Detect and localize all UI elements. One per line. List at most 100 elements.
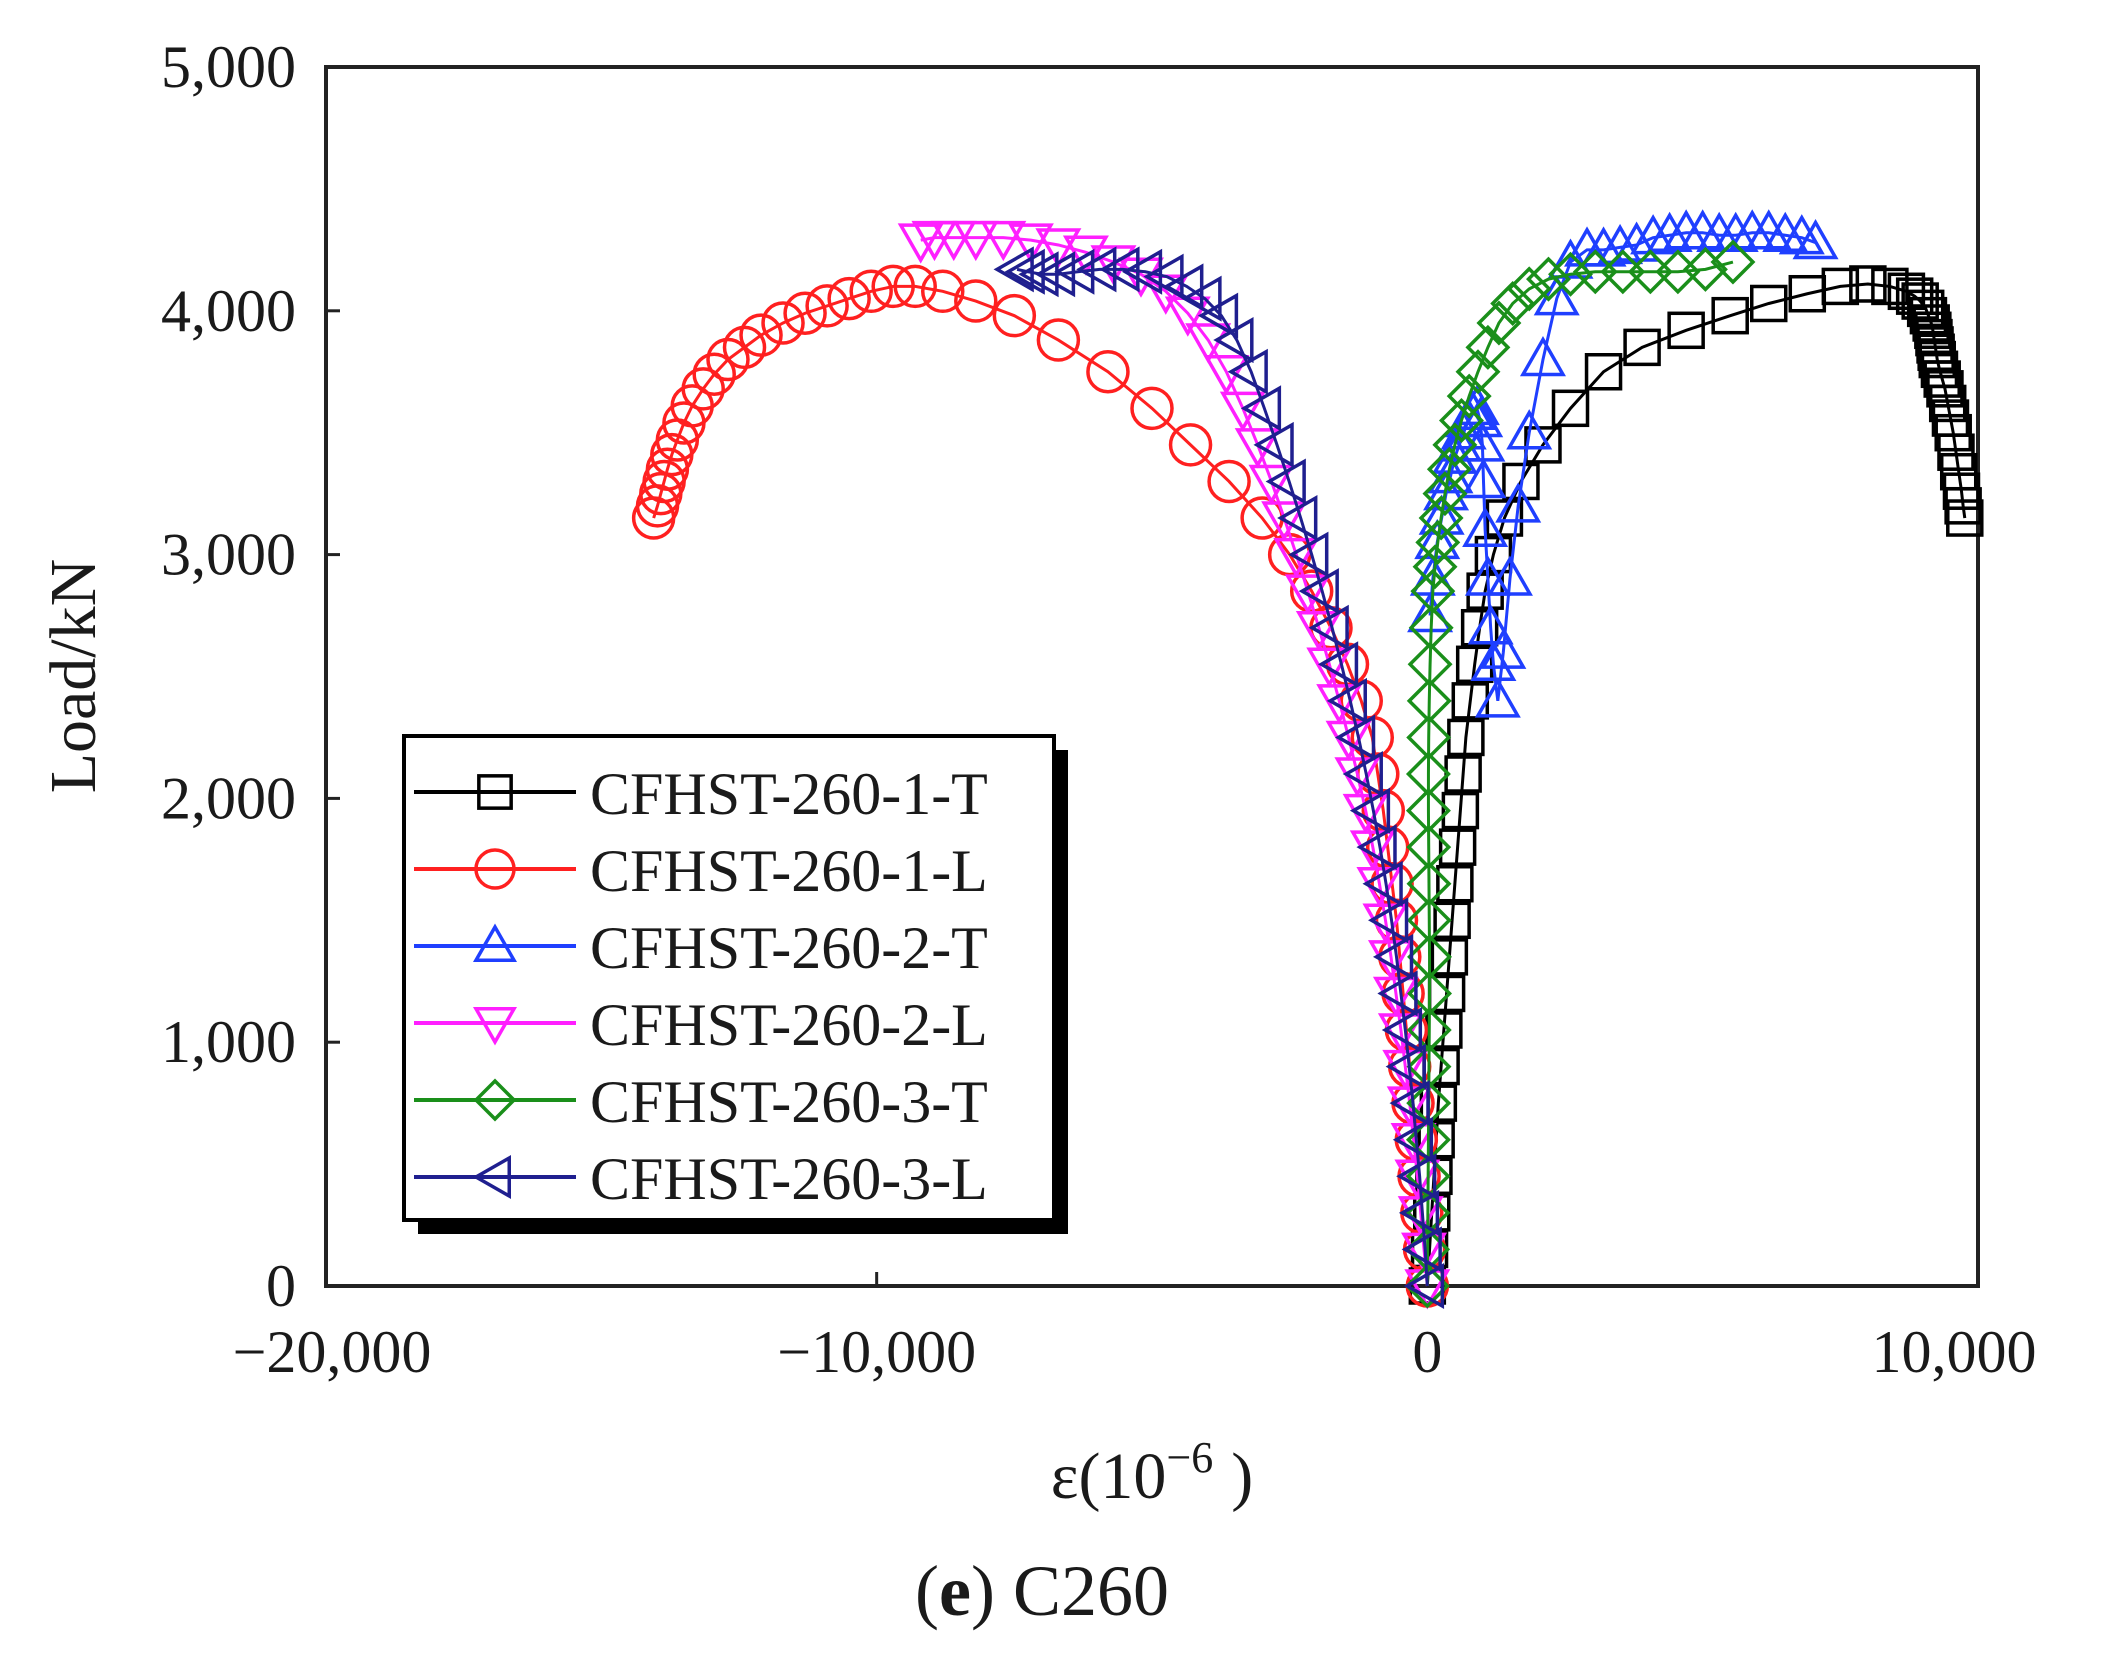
caption-prefix: ( [915, 1551, 939, 1631]
data-point [1406, 897, 1452, 943]
data-point [1436, 864, 1474, 903]
data-point [1519, 336, 1566, 377]
data-point [1385, 1043, 1426, 1090]
data-point [952, 220, 999, 262]
data-point [993, 246, 1034, 293]
data-point [1457, 396, 1504, 438]
legend-label: CFHST-260-3-L [590, 1146, 988, 1212]
data-point [1265, 458, 1306, 505]
data-point [954, 279, 998, 323]
legend-item: CFHST-260-2-L [414, 992, 988, 1058]
data-point [1389, 1080, 1430, 1127]
legend-label: CFHST-260-2-L [590, 992, 988, 1058]
data-point [1381, 1006, 1423, 1054]
data-point [1455, 645, 1494, 684]
data-point [1401, 1226, 1442, 1273]
data-point [1377, 970, 1418, 1017]
caption-suffix: ) C260 [971, 1551, 1169, 1631]
legend-label: CFHST-260-1-T [590, 761, 988, 827]
data-point [1778, 214, 1825, 255]
data-point [1433, 901, 1471, 940]
data-point [1406, 824, 1452, 870]
data-point [893, 264, 937, 309]
x-axis-label-close: ) [1231, 1440, 1253, 1513]
legend-marker [472, 1154, 511, 1200]
data-point [1909, 296, 1948, 335]
data-point [1901, 282, 1939, 320]
y-tick-label: 2,000 [161, 765, 296, 831]
data-point [1090, 245, 1137, 286]
legend-marker [477, 774, 513, 810]
data-point [1937, 433, 1975, 471]
data-point [911, 220, 958, 262]
legend-label: CFHST-260-3-T [590, 1069, 988, 1135]
data-point [1288, 531, 1329, 578]
data-point [1548, 251, 1593, 297]
data-point [1396, 1153, 1437, 1200]
y-tick-label: 1,000 [161, 1009, 296, 1075]
data-point [1405, 788, 1451, 834]
data-point [1467, 604, 1514, 645]
data-point [1298, 568, 1339, 615]
legend-marker [474, 848, 516, 890]
data-point [706, 337, 750, 382]
data-point [1130, 386, 1174, 431]
legend-marker [472, 1007, 518, 1046]
legend-item: CFHST-260-1-T [414, 761, 988, 827]
data-point [980, 220, 1027, 262]
data-point [1474, 677, 1521, 718]
data-point [1849, 265, 1887, 303]
data-point [1004, 248, 1045, 295]
data-point [1121, 248, 1163, 295]
data-point [1934, 413, 1972, 452]
data-point [1277, 495, 1318, 542]
data-point [1412, 544, 1458, 590]
data-point [1679, 209, 1726, 250]
data-point [805, 284, 849, 328]
data-point [1418, 495, 1464, 541]
data-point [1062, 235, 1109, 276]
series-line [1425, 282, 1967, 1287]
data-point [1407, 641, 1453, 687]
data-point [1462, 506, 1509, 547]
data-point [1623, 328, 1661, 367]
data-point [1712, 211, 1759, 252]
y-tick-label: 3,000 [161, 522, 296, 588]
data-point [1284, 574, 1331, 615]
data-point [1551, 389, 1590, 428]
data-point [1495, 482, 1542, 523]
data-point [1438, 828, 1477, 866]
data-point [1928, 384, 1967, 423]
data-point [1441, 791, 1480, 830]
data-point [1406, 861, 1452, 907]
data-point [1749, 284, 1788, 323]
data-point [849, 269, 893, 314]
data-point [1547, 238, 1594, 279]
data-point [722, 325, 767, 370]
y-axis-label: Load/kN [37, 559, 110, 794]
data-point [1143, 253, 1184, 300]
series-CFHST-260-2-T [1407, 209, 1839, 718]
data-point [692, 352, 736, 396]
x-tick-label: −20,000 [233, 1319, 432, 1385]
data-point [1667, 311, 1705, 350]
x-tick-label: −10,000 [777, 1319, 976, 1385]
data-point [1923, 360, 1961, 398]
data-point [1086, 350, 1130, 394]
data-point [1403, 1262, 1445, 1310]
data-point [1405, 751, 1451, 797]
legend: CFHST-260-1-T CFHST-260-1-L CFHST-260-2-T C… [402, 734, 1068, 1234]
data-point [1099, 246, 1140, 293]
data-point [631, 496, 676, 540]
caption-letter: e [939, 1551, 971, 1631]
data-point [1410, 568, 1456, 614]
data-point [1076, 246, 1117, 293]
legend-item: CFHST-260-2-T [414, 915, 988, 981]
data-point [1710, 239, 1756, 285]
y-tick-label: 0 [266, 1253, 296, 1319]
x-tick-label: 10,000 [1872, 1319, 2037, 1385]
data-point [1342, 751, 1383, 798]
data-point [1334, 714, 1376, 761]
data-point [1306, 647, 1353, 688]
